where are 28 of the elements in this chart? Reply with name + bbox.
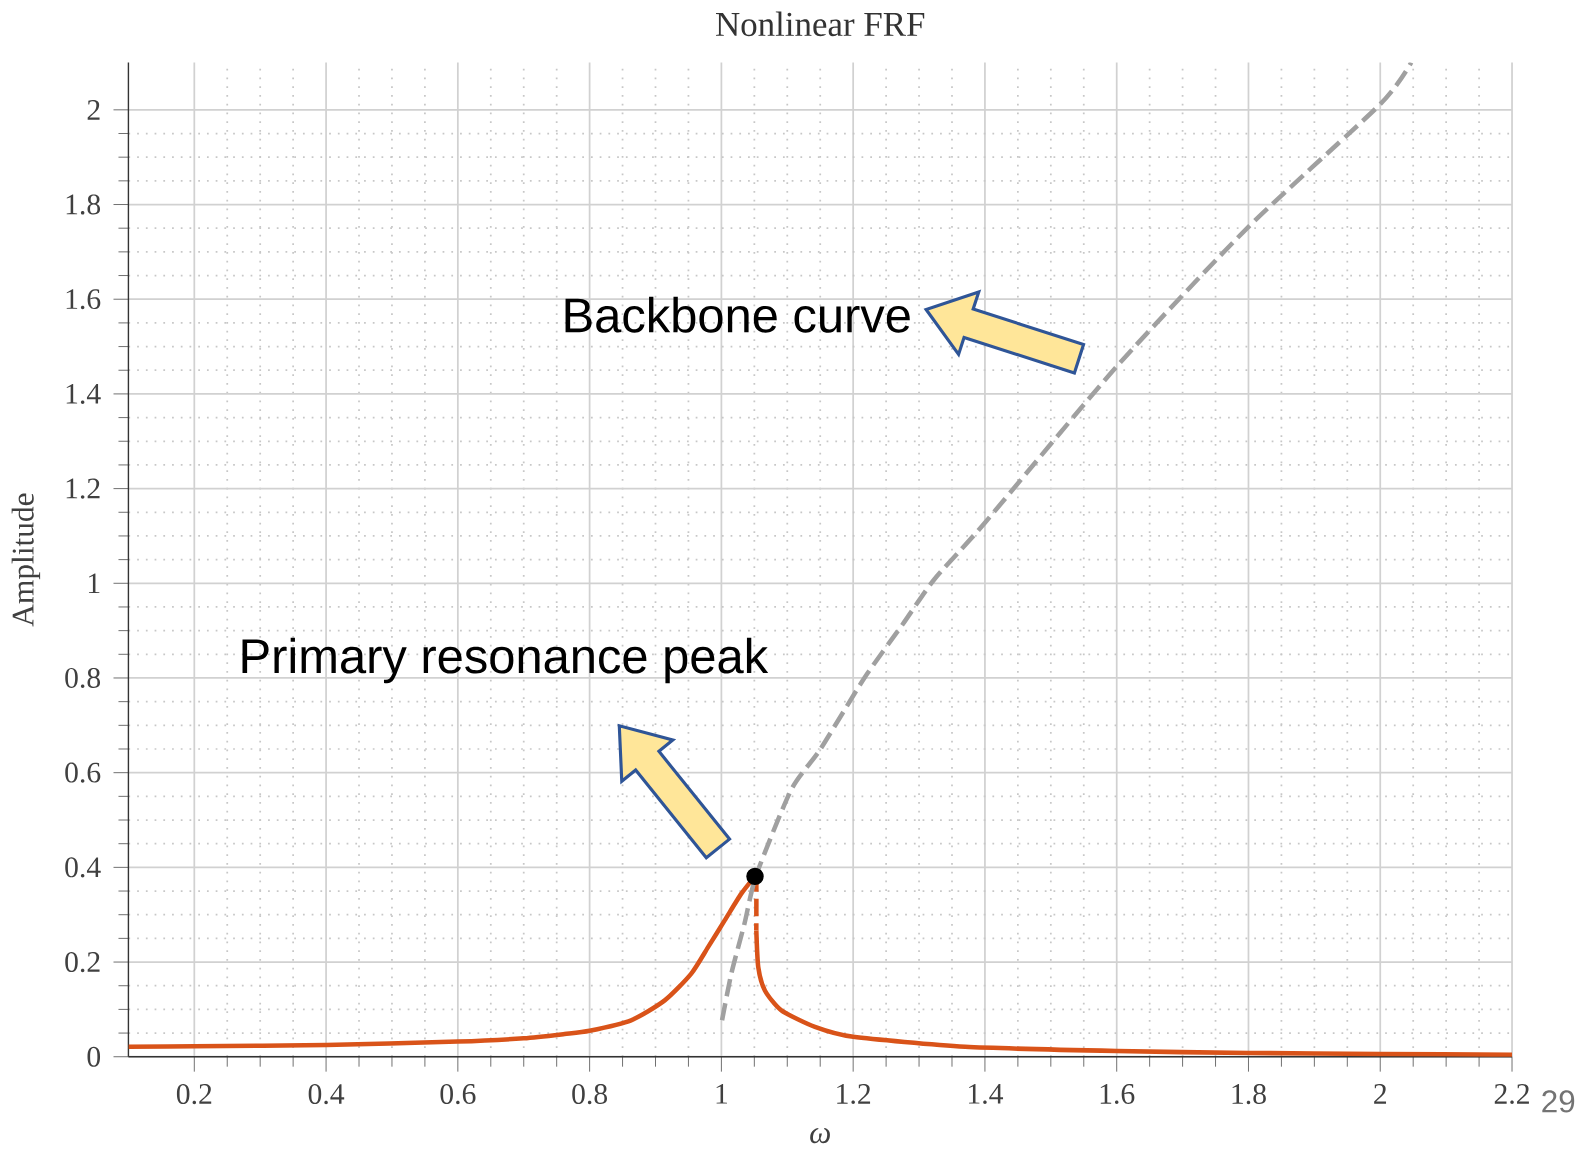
x-tick-label: 1.4 <box>969 1084 1004 1105</box>
x-tick-label: 0.8 <box>572 1084 608 1105</box>
x-tick-label: 0.6 <box>440 1084 476 1105</box>
x-tick-label: 1.6 <box>1100 1084 1135 1105</box>
y-tick-label: 1.4 <box>66 384 101 405</box>
y-tick-label: 2 <box>87 100 100 120</box>
y-tick-label: 1.6 <box>66 289 101 310</box>
y-tick-label: 0 <box>87 1046 101 1067</box>
y-tick-label: 0.8 <box>65 668 101 689</box>
y-axis-title: Amplitude <box>11 493 41 627</box>
chart-title: Nonlinear FRF <box>715 11 925 37</box>
annotation: Primary resonance peak <box>242 637 769 684</box>
x-tick-label: 2.2 <box>1494 1084 1529 1105</box>
x-tick-label: 1.2 <box>837 1084 871 1105</box>
y-tick-label: 1 <box>88 573 100 594</box>
x-tick-label: 1.8 <box>1232 1084 1266 1105</box>
y-tick-label: 0.6 <box>65 762 101 783</box>
y-tick-label: 0.4 <box>65 857 101 878</box>
text: 29 <box>1542 1090 1575 1113</box>
x-tick-label: 0.2 <box>176 1084 212 1105</box>
x-tick-label: 0.4 <box>308 1084 345 1105</box>
annotation: Backbone curve <box>565 296 910 333</box>
y-tick-label: 1.8 <box>66 194 101 215</box>
x-tick-label: 2 <box>1374 1084 1387 1104</box>
y-tick-label: 0.2 <box>65 952 100 973</box>
x-tick-label: 1 <box>716 1084 727 1104</box>
x-axis-title: ω <box>810 1128 830 1144</box>
y-tick-label: 1.2 <box>66 478 100 499</box>
